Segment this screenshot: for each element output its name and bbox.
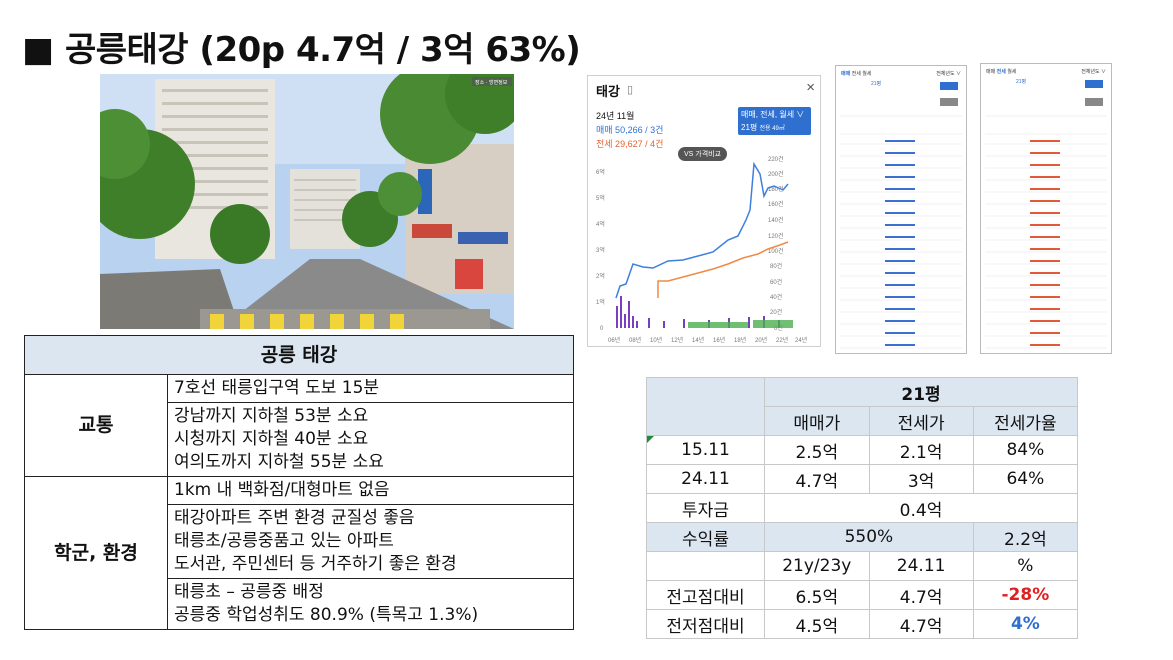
svg-text:10년: 10년: [650, 336, 662, 344]
svg-text:22년: 22년: [776, 336, 788, 344]
svg-text:220건: 220건: [768, 156, 784, 163]
svg-text:18년: 18년: [734, 336, 746, 344]
apartment-name: 태강: [596, 84, 620, 99]
svg-text:100건: 100건: [768, 247, 784, 255]
category-transport: 교통: [24, 374, 168, 477]
svg-text:장소 · 방면정보: 장소 · 방면정보: [475, 79, 508, 86]
map-icon[interactable]: ▯: [627, 84, 634, 96]
svg-text:180건: 180건: [768, 185, 784, 193]
svg-text:12년: 12년: [671, 336, 683, 344]
svg-text:16년: 16년: [713, 336, 725, 344]
sale-list-panel: 매매 전세 월세 전체년도 ∨ 21평: [835, 65, 967, 354]
svg-text:200건: 200건: [768, 170, 784, 178]
table-row: 24.11 4.7억 3억 64%: [645, 464, 1079, 494]
table-row: 수익률 550% 2.2억: [645, 522, 1079, 552]
info-cell: 태강아파트 주변 환경 균질성 좋음 태릉초/공릉중품고 있는 아파트 도서관,…: [167, 504, 574, 579]
table-row: 전저점대비 4.5억 4.7억 4%: [645, 609, 1079, 639]
svg-text:1억: 1억: [596, 298, 605, 306]
location-info-table: 공릉 태강 교통 7호선 태릉입구역 도보 15분 강남까지 지하철 53분 소…: [24, 335, 574, 630]
list-button[interactable]: [1085, 80, 1103, 88]
size-header: 21평: [764, 377, 1078, 407]
table-row: 15.11 2.5억 2.1억 84%: [645, 435, 1079, 465]
category-environment: 학군, 환경: [24, 476, 168, 630]
info-cell: 강남까지 지하철 53분 소요 시청까지 지하철 40분 소요 여의도까지 지하…: [167, 402, 574, 477]
jeonse-list-panel: 매매 전세 월세 전체년도 ∨ 21평: [980, 63, 1112, 354]
price-chart: 6억 5억 4억 3억 2억 1억 0 220건 200건 180건 160건 140건 120건…: [596, 156, 807, 344]
svg-text:120건: 120건: [768, 232, 784, 240]
list-button[interactable]: [940, 98, 958, 106]
svg-text:140건: 140건: [768, 216, 784, 224]
svg-text:80건: 80건: [770, 262, 782, 270]
svg-text:06년: 06년: [608, 336, 620, 344]
svg-text:14년: 14년: [692, 336, 704, 344]
svg-text:0: 0: [600, 326, 604, 332]
svg-text:20년: 20년: [755, 336, 767, 344]
table-row: 투자금 0.4억: [645, 493, 1078, 523]
svg-text:3억: 3억: [596, 246, 605, 254]
svg-text:4억: 4억: [596, 220, 605, 228]
svg-text:2억: 2억: [596, 272, 605, 280]
table-row: 21y/23y 24.11 %: [645, 551, 1079, 581]
table-header: 공릉 태강: [24, 335, 574, 375]
filter-button[interactable]: 매매, 전세, 월세 ∨ 21평 전용 49㎡: [738, 107, 811, 135]
jeonse-summary: 전세 29,627 / 4건: [596, 139, 664, 149]
list-button[interactable]: [1085, 98, 1103, 106]
street-photo: 장소 · 방면정보: [100, 74, 514, 329]
table-row: 전고점대비 6.5억 4.7억 -28%: [645, 580, 1079, 610]
list-button[interactable]: [940, 82, 958, 90]
sale-summary: 매매 50,266 / 3건: [596, 125, 664, 135]
col-jeonse-header: 전세가: [868, 406, 974, 436]
close-icon[interactable]: ×: [806, 79, 815, 96]
col-sale-header: 매매가: [764, 406, 870, 436]
cell-comment-marker: [647, 436, 654, 443]
svg-text:5억: 5억: [596, 194, 605, 202]
svg-text:08년: 08년: [629, 336, 641, 344]
svg-text:24년: 24년: [795, 336, 807, 344]
info-cell: 7호선 태릉입구역 도보 15분: [167, 374, 574, 403]
svg-text:6억: 6억: [596, 168, 605, 176]
info-cell: 태릉초 – 공릉중 배정 공릉중 학업성취도 80.9% (특목고 1.3%): [167, 578, 574, 630]
info-cell: 1km 내 백화점/대형마트 없음: [167, 476, 574, 505]
period-label: 24년 11월: [596, 111, 635, 121]
svg-text:20건: 20건: [770, 308, 782, 316]
price-summary-table: 21평 매매가 전세가 전세가율 15.11 2.5억 2.1억 84% 24.…: [645, 377, 1079, 639]
price-chart-panel: 태강 ▯ × 24년 11월 매매 50,266 / 3건 전세 29,627 …: [587, 75, 821, 347]
svg-text:160건: 160건: [768, 200, 784, 208]
col-ratio-header: 전세가율: [972, 406, 1079, 436]
compare-button[interactable]: VS 가격비교: [678, 147, 728, 161]
svg-text:60건: 60건: [770, 278, 782, 286]
blank-header: [645, 377, 766, 436]
page-title: ■ 공릉태강 (20p 4.7억 / 3억 63%): [22, 30, 581, 70]
svg-text:40건: 40건: [770, 293, 782, 301]
